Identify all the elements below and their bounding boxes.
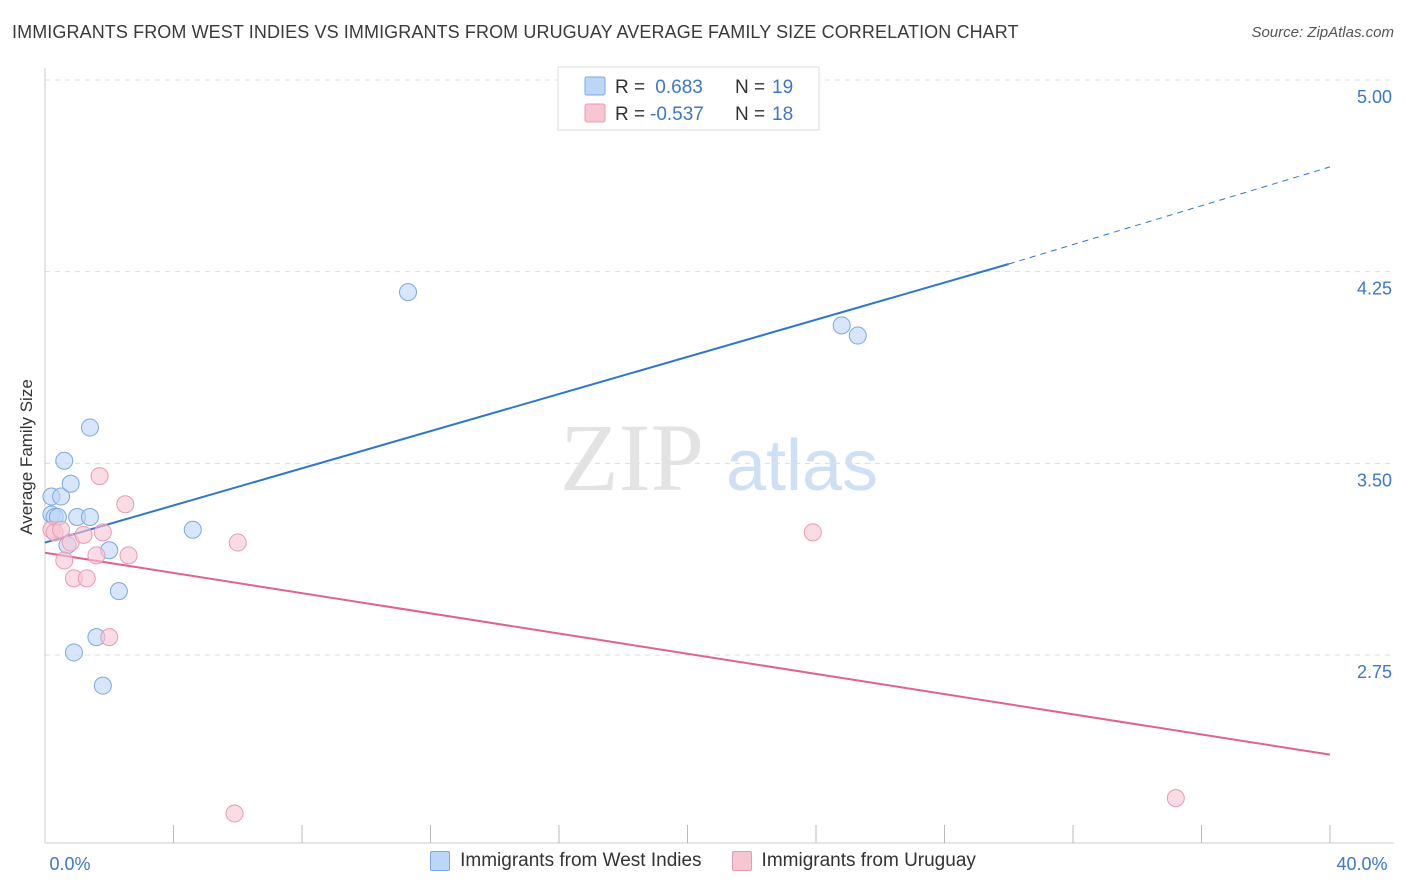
y-tick-label: 3.50 (1357, 470, 1392, 490)
legend-label-west-indies: Immigrants from West Indies (460, 850, 702, 871)
y-tick-label: 5.00 (1357, 87, 1392, 107)
data-point-series-1 (55, 551, 74, 570)
data-point-series-0 (80, 418, 99, 437)
legend-r-value-2: -0.537 (650, 104, 704, 125)
watermark-zip: ZIP (560, 404, 704, 511)
trend-line-extension-0 (1008, 166, 1331, 265)
chart-title: IMMIGRANTS FROM WEST INDIES VS IMMIGRANT… (12, 22, 1019, 42)
gridlines (45, 79, 1394, 656)
data-point-series-1 (87, 546, 106, 565)
x-axis-ticks (173, 825, 1331, 843)
data-point-series-1 (93, 523, 112, 542)
legend-n-value-2: 18 (772, 104, 793, 125)
data-point-series-0 (61, 474, 80, 493)
y-tick-labels: 5.00 4.25 3.50 2.75 (1357, 87, 1392, 682)
data-point-series-0 (183, 520, 202, 539)
data-point-series-1 (119, 546, 138, 565)
data-point-series-0 (80, 508, 99, 526)
data-point-series-0 (109, 582, 128, 601)
x-tick-label-max: 40.0% (1336, 854, 1387, 874)
data-point-series-1 (77, 569, 96, 588)
data-point-series-0 (848, 326, 867, 345)
stats-legend: R = 0.683 N = 19 R = -0.537 N = 18 (557, 66, 820, 131)
legend-n-label-2: N = (735, 104, 765, 125)
legend-item-west-indies: Immigrants from West Indies (430, 850, 702, 872)
legend-label-uruguay: Immigrants from Uruguay (761, 850, 976, 871)
legend-swatch-west-indies (584, 76, 606, 96)
data-point-series-0 (55, 451, 74, 470)
data-point-series-1 (74, 525, 93, 544)
y-tick-label: 4.25 (1357, 279, 1392, 299)
data-point-series-1 (1166, 789, 1185, 808)
data-point-series-1 (228, 533, 247, 552)
data-point-series-1 (100, 628, 119, 647)
data-point-series-0 (832, 316, 851, 335)
data-point-series-0 (93, 676, 112, 695)
data-points (42, 283, 1185, 823)
legend-n-label-1: N = (735, 77, 765, 98)
legend-r-value-1: 0.683 (650, 77, 703, 98)
data-point-series-1 (225, 804, 244, 823)
legend-item-uruguay: Immigrants from Uruguay (731, 850, 976, 872)
y-tick-label: 2.75 (1357, 662, 1392, 682)
data-point-series-1 (116, 495, 135, 514)
data-point-series-0 (52, 487, 71, 506)
series-legend: Immigrants from West Indies Immigrants f… (0, 850, 1406, 872)
legend-r-label-1: R = (615, 77, 645, 98)
legend-swatch-blue (430, 851, 451, 871)
watermark: ZIP atlas (560, 404, 878, 511)
trend-line-1 (44, 551, 1331, 756)
x-tick-label-min: 0.0% (49, 854, 90, 874)
trend-line-0 (44, 263, 1010, 544)
data-point-series-0 (399, 283, 418, 302)
legend-r-label-2: R = (615, 104, 645, 125)
legend-swatch-uruguay (584, 103, 606, 123)
watermark-atlas: atlas (726, 426, 878, 506)
data-point-series-1 (90, 467, 109, 486)
source-label: Source: ZipAtlas.com (1251, 24, 1394, 41)
trend-lines (44, 166, 1331, 756)
data-point-series-1 (52, 520, 71, 539)
legend-n-value-1: 19 (772, 77, 793, 98)
data-point-series-0 (64, 643, 83, 662)
legend-swatch-pink (731, 851, 752, 871)
data-point-series-1 (803, 523, 822, 542)
